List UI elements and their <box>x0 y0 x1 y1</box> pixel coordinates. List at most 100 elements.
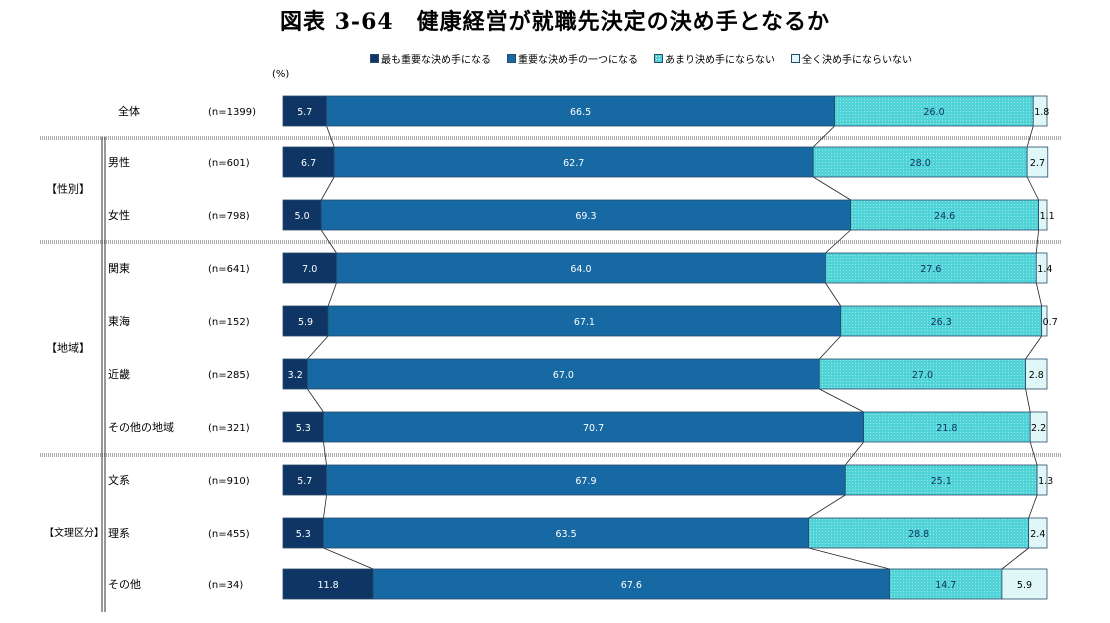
bar-segment-not-at-all <box>1032 95 1048 127</box>
data-label-most-important: 5.0 <box>295 211 310 222</box>
bar-segment-important <box>323 411 865 443</box>
bar-segment-important <box>333 146 814 178</box>
data-label-not-much: 27.0 <box>912 370 933 381</box>
bar-segment-not-at-all <box>1035 252 1048 284</box>
row-label: 男性 <box>108 155 130 169</box>
data-label-not-much: 26.0 <box>923 107 944 118</box>
bar-segment-important <box>327 305 842 337</box>
data-label-important: 67.0 <box>553 370 574 381</box>
data-label-most-important: 11.8 <box>317 580 338 591</box>
connector-line <box>1026 125 1034 148</box>
connector-line <box>1001 547 1029 570</box>
bar-segment-not-at-all <box>1029 411 1048 443</box>
legend: 最も重要な決め手になる 重要な決め手の一つになる あまり決め手にならない 全く決… <box>370 50 912 66</box>
row-label: 女性 <box>108 208 130 222</box>
data-label-not-much: 28.0 <box>910 158 931 169</box>
legend-swatch <box>507 53 516 63</box>
connector-line <box>808 494 846 519</box>
data-label-not-much: 25.1 <box>931 476 952 487</box>
connector-line <box>320 176 335 201</box>
legend-label: あまり決め手にならない <box>665 54 775 66</box>
bar-segment-not-at-all <box>1001 568 1048 600</box>
data-label-not-at-all: 2.4 <box>1030 529 1045 540</box>
connector-line <box>1029 441 1038 466</box>
row-n-label: (n=455) <box>208 529 250 540</box>
bar-segment-important <box>326 95 836 127</box>
row-label: 近畿 <box>108 367 130 381</box>
row-label: その他の地域 <box>108 421 174 434</box>
data-label-most-important: 5.9 <box>298 317 313 328</box>
row-n-label: (n=798) <box>208 211 250 222</box>
data-label-not-at-all: 2.8 <box>1029 370 1044 381</box>
bar-segment-important <box>307 358 820 390</box>
connector-line <box>1035 282 1043 307</box>
bar-segment-important <box>320 199 852 231</box>
data-label-most-important: 7.0 <box>302 264 317 275</box>
connector-line <box>326 125 335 148</box>
bar-segment-not-much <box>834 95 1034 127</box>
data-label-most-important: 6.7 <box>301 158 316 169</box>
bar-segment-most-important <box>282 411 324 443</box>
connector-line <box>813 176 851 201</box>
unit-label: (%) <box>272 69 290 80</box>
connector-line <box>323 494 327 519</box>
row-n-label: (n=285) <box>208 370 250 381</box>
data-label-not-at-all: 1.8 <box>1034 107 1049 118</box>
data-label-important: 66.5 <box>570 107 591 118</box>
data-label-not-much: 14.7 <box>935 580 956 591</box>
connector-line <box>825 229 851 254</box>
row-label: その他 <box>108 578 141 591</box>
data-label-important: 70.7 <box>583 423 604 434</box>
data-label-not-much: 24.6 <box>934 211 955 222</box>
data-label-not-at-all: 5.9 <box>1017 580 1032 591</box>
data-label-not-at-all: 0.7 <box>1043 317 1058 328</box>
bar-segment-most-important <box>282 199 322 231</box>
row-label: 東海 <box>108 314 130 328</box>
bar-segment-important <box>323 517 810 549</box>
data-label-most-important: 5.7 <box>297 107 312 118</box>
bar-segment-not-at-all <box>1026 146 1049 178</box>
bar-segment-not-much <box>863 411 1031 443</box>
connector-line <box>1026 176 1039 201</box>
connector-line <box>1025 388 1031 413</box>
row-label: 関東 <box>108 262 130 275</box>
data-label-not-much: 28.8 <box>908 529 929 540</box>
bar-segment-not-at-all <box>1025 358 1048 390</box>
row-n-label: (n=321) <box>208 423 250 434</box>
legend-item-most-important: 最も重要な決め手になる <box>370 50 491 66</box>
bar-segment-not-much <box>812 146 1028 178</box>
data-label-not-much: 26.3 <box>931 317 952 328</box>
bar-segment-most-important <box>282 252 337 284</box>
row-n-label: (n=601) <box>208 158 250 169</box>
row-n-label: (n=1399) <box>208 107 256 118</box>
data-label-not-at-all: 2.2 <box>1031 423 1046 434</box>
connector-line <box>819 388 864 413</box>
group-label: 【性別】 <box>46 182 90 196</box>
data-label-most-important: 3.2 <box>288 370 303 381</box>
connector-line <box>327 282 337 307</box>
connector-line <box>323 441 327 466</box>
data-label-not-at-all: 2.7 <box>1030 158 1045 169</box>
data-label-most-important: 5.7 <box>297 476 312 487</box>
row-label: 理系 <box>108 527 130 540</box>
connector-line <box>1035 229 1039 254</box>
data-label-important: 67.6 <box>621 580 642 591</box>
row-label: 文系 <box>108 473 130 487</box>
connector-line <box>819 335 842 360</box>
bar-segment-not-at-all <box>1028 517 1048 549</box>
row-n-label: (n=910) <box>208 476 250 487</box>
connector-line <box>844 441 864 466</box>
legend-label: 全く決め手にならいない <box>802 54 912 66</box>
data-label-important: 67.9 <box>575 476 596 487</box>
legend-label: 最も重要な決め手になる <box>381 54 491 66</box>
group-label: 【地域】 <box>46 342 90 355</box>
data-label-most-important: 5.3 <box>296 423 311 434</box>
bar-segment-not-much <box>889 568 1003 600</box>
data-label-not-at-all: 1.4 <box>1037 264 1052 275</box>
legend-swatch <box>791 53 800 63</box>
data-label-not-much: 27.6 <box>920 264 941 275</box>
legend-swatch <box>370 53 379 63</box>
data-label-not-at-all: 1.3 <box>1038 476 1053 487</box>
bar-segment-important <box>372 568 891 600</box>
